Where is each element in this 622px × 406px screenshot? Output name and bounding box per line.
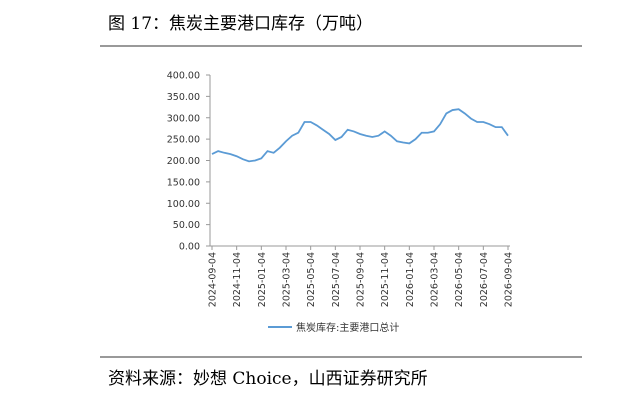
- x-tick-label: 2026-07-04: [479, 252, 490, 307]
- y-tick-label: 200.00: [167, 156, 200, 167]
- figure-title: 图 17：焦炭主要港口库存（万吨）: [108, 14, 373, 34]
- x-tick-label: 2026-05-04: [454, 252, 465, 307]
- x-tick-label: 2025-01-04: [257, 252, 268, 307]
- y-tick-label: 400.00: [167, 71, 200, 82]
- x-tick-label: 2024-11-04: [232, 252, 243, 307]
- x-tick-label: 2025-03-04: [282, 252, 293, 307]
- x-tick-label: 2026-01-04: [405, 252, 416, 307]
- y-tick-label: 0.00: [179, 242, 200, 253]
- y-tick-label: 250.00: [167, 135, 200, 146]
- x-tick-label: 2025-09-04: [356, 252, 367, 307]
- y-tick-label: 300.00: [167, 113, 200, 124]
- x-tick-label: 2025-07-04: [331, 252, 342, 307]
- x-tick-label: 2026-09-04: [504, 252, 515, 307]
- y-tick-label: 100.00: [167, 199, 200, 210]
- y-tick-label: 50.00: [173, 220, 200, 231]
- x-tick-label: 2024-09-04: [208, 252, 219, 307]
- y-tick-label: 150.00: [167, 177, 200, 188]
- x-tick-label: 2025-11-04: [380, 252, 391, 307]
- chart: 0.00 50.00 100.00 150.00 200.00 250.00 300.00 3…: [167, 71, 515, 335]
- y-tick-label: 350.00: [167, 92, 200, 103]
- x-tick-label: 2025-05-04: [306, 252, 317, 307]
- legend-label: 焦炭库存:主要港口总计: [296, 321, 399, 334]
- series-line: [211, 108, 509, 163]
- x-tick-label: 2026-03-04: [430, 252, 441, 307]
- source: 资料来源：妙想 Choice，山西证券研究所: [108, 369, 428, 389]
